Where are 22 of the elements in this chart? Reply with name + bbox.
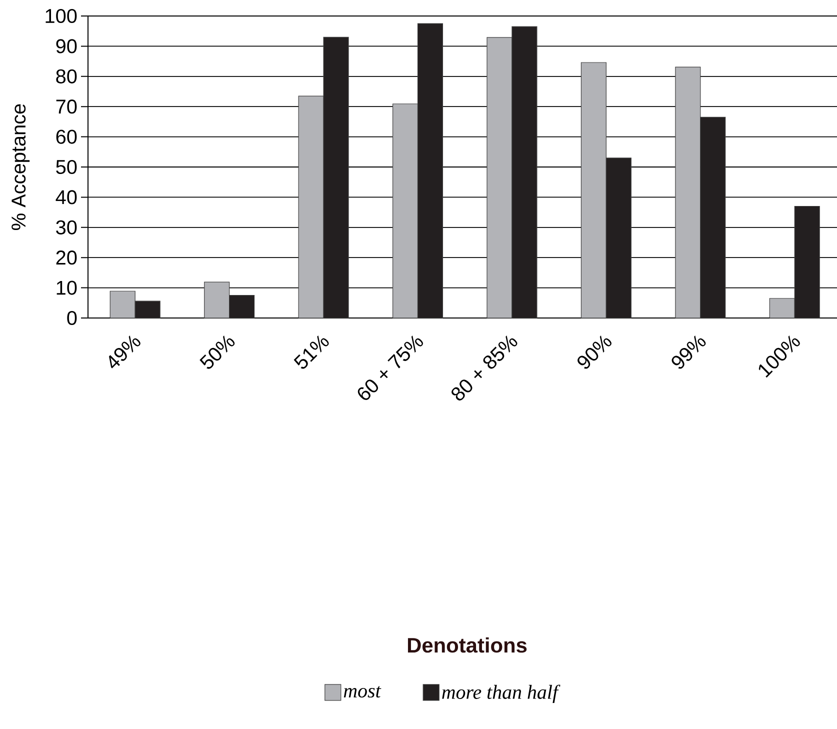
y-tick-label: 0: [67, 310, 77, 326]
x-tick-label: 51%: [294, 335, 329, 369]
x-tick-label: 60 + 75%: [358, 336, 424, 400]
y-tick-label: 30: [56, 220, 77, 234]
x-tick-label: 99%: [672, 336, 706, 369]
y-tick-label: 70: [56, 100, 77, 114]
x-tick-label: 49%: [108, 336, 140, 368]
x-tick-label: 80 + 85%: [452, 336, 518, 400]
y-tick-label: 10: [56, 280, 77, 295]
legend-title: Denotations: [408, 637, 527, 653]
y-tick-label: 100: [46, 8, 77, 24]
y-tick-label: 40: [56, 190, 77, 204]
y-tick-label: 50: [56, 160, 77, 174]
x-tick-label: 50%: [200, 336, 235, 369]
y-tick-label: 20: [56, 250, 77, 265]
legend-label: most: [344, 686, 382, 698]
x-tick-label: 90%: [578, 336, 612, 369]
y-tick-label: 80: [56, 69, 77, 84]
legend-label: more than half: [442, 684, 560, 703]
y-axis-title: % Acceptance: [12, 104, 30, 230]
y-tick-label: 60: [56, 130, 77, 144]
y-tick-label: 90: [56, 39, 77, 54]
